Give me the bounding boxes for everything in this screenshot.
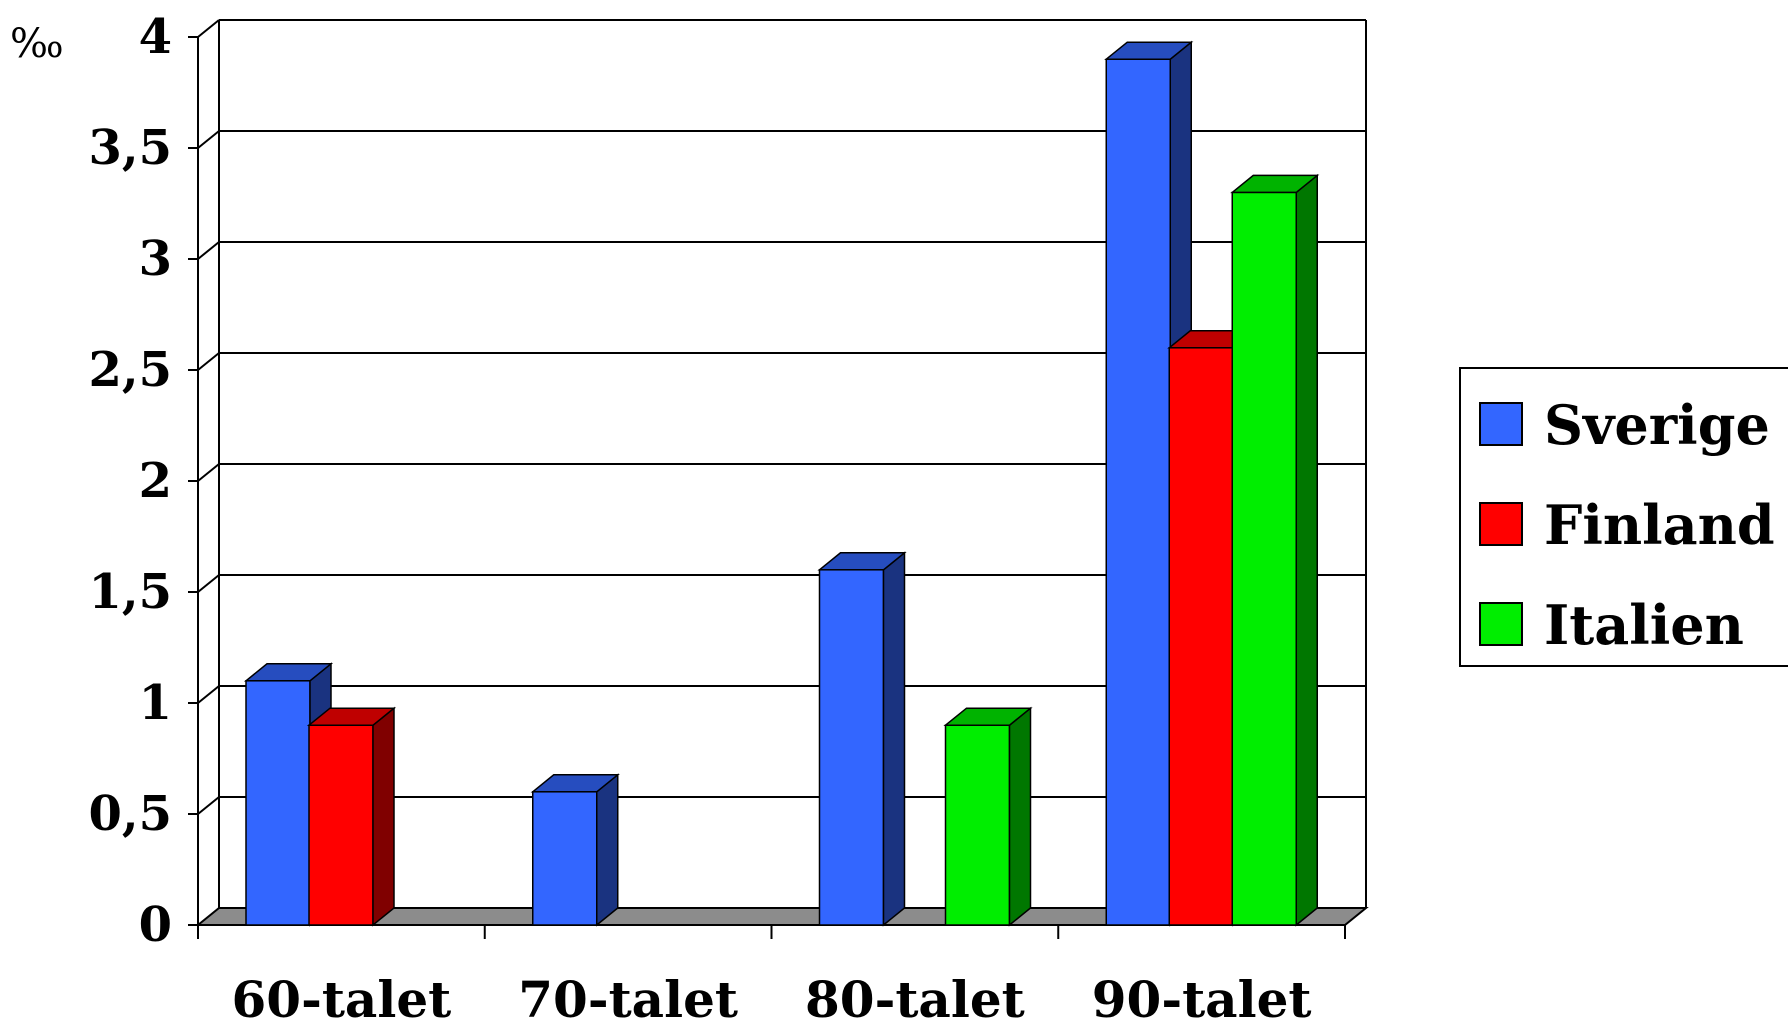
bar-top [306, 707, 397, 726]
bar [530, 773, 620, 927]
bar-front [245, 680, 311, 926]
legend-label: Sverige [1544, 393, 1770, 457]
bar [1104, 40, 1194, 927]
bar-side [596, 773, 619, 927]
y-tick-label: 0,5 [88, 786, 172, 842]
x-tick-label: 90-talet [1092, 970, 1312, 1027]
y-tick-label: 3 [139, 231, 172, 287]
x-tick-label: 60-talet [232, 970, 452, 1027]
bar [306, 706, 397, 927]
gridline-diagonal [197, 685, 220, 704]
gridline-diagonal [197, 574, 220, 593]
gridline-diagonal [197, 352, 220, 371]
gridline-diagonal [197, 463, 220, 482]
legend-swatch [1479, 402, 1523, 446]
bar-front [308, 724, 374, 926]
y-tick-label: 0 [139, 897, 172, 953]
y-tick-label: 2 [139, 453, 172, 509]
legend-label: Finland [1544, 493, 1775, 557]
bar-side [1008, 706, 1032, 927]
bar-side [372, 706, 395, 927]
y-tick-label: 1 [139, 675, 172, 731]
legend-swatch [1479, 502, 1523, 546]
legend: Sverige Finland Italien [1459, 367, 1788, 667]
bar-front [1168, 347, 1234, 926]
bar [1230, 173, 1320, 927]
gridline-diagonal [197, 796, 220, 815]
legend-label: Italien [1544, 593, 1744, 657]
y-tick-label: 2,5 [88, 342, 172, 398]
gridline-diagonal [197, 19, 220, 38]
x-tick-label: 80-talet [805, 970, 1025, 1027]
y-unit-label: ‰ [10, 21, 64, 67]
bar-top [1230, 174, 1320, 194]
x-tick-labels: 60-talet 70-talet 80-talet 90-talet [232, 970, 1312, 1027]
bar-front [1105, 58, 1171, 926]
bar-top [817, 552, 907, 571]
bar-front [1231, 191, 1297, 926]
bar-front [944, 724, 1011, 926]
bar-side [882, 551, 906, 927]
bar-front [818, 569, 885, 926]
bar-top [243, 663, 334, 682]
gridline-diagonal [197, 241, 220, 260]
bar-side [1295, 173, 1318, 927]
x-tick-label: 70-talet [518, 970, 738, 1027]
bar-top [943, 707, 1033, 726]
y-tick-labels: 0 0,5 1 1,5 2 2,5 3 3,5 4 [88, 9, 172, 953]
bar-top [530, 774, 620, 793]
bars [243, 40, 1320, 927]
y-tick-label: 4 [139, 9, 172, 65]
y-tick-label: 3,5 [88, 120, 172, 176]
bar-top [1104, 41, 1194, 60]
bar [817, 551, 907, 927]
bar [943, 706, 1033, 927]
bar-front [532, 791, 598, 926]
gridline-diagonal [197, 130, 220, 149]
legend-swatch [1479, 602, 1523, 646]
y-tick-label: 1,5 [88, 564, 172, 620]
